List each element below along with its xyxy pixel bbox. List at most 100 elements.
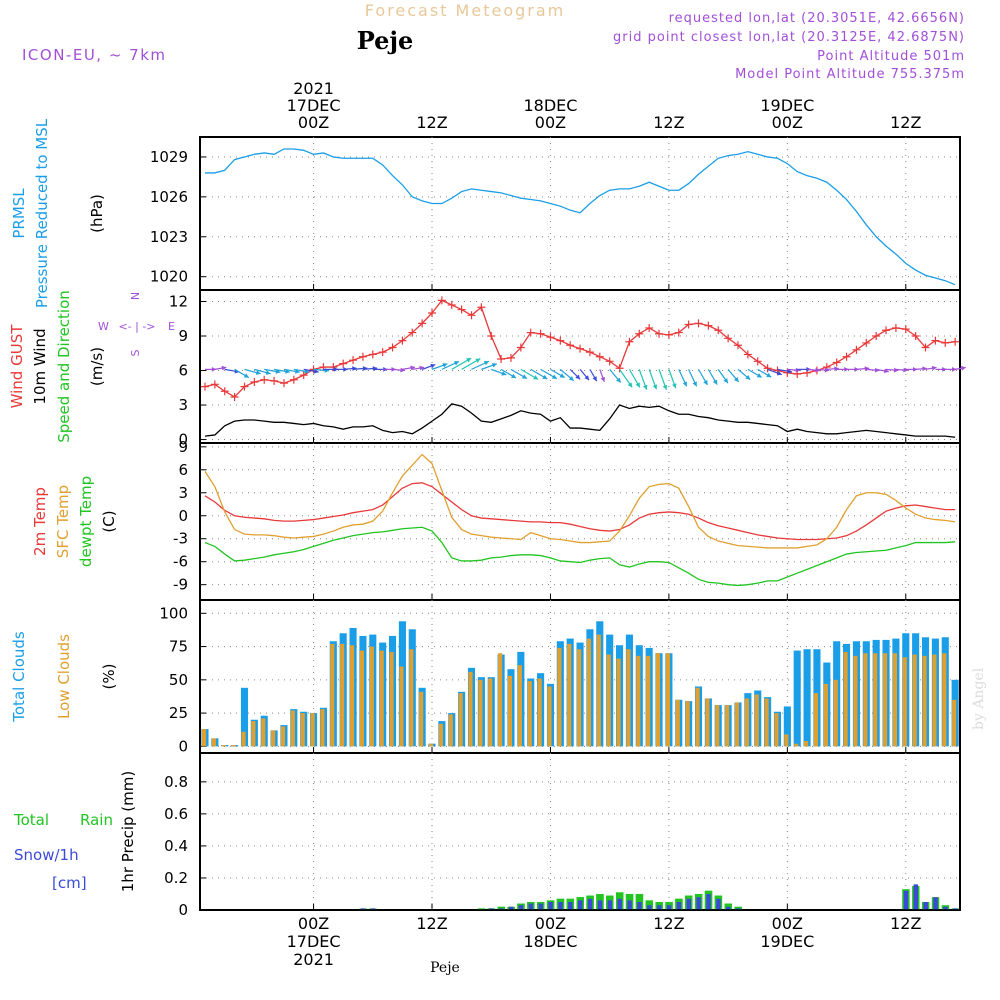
bar-low-clouds	[932, 654, 937, 747]
gust-point	[240, 382, 249, 391]
bar-snow-1h	[696, 897, 701, 910]
wind-arrow-head	[756, 373, 762, 378]
wind-arrow-head	[942, 366, 947, 372]
wind-arrow-head	[723, 378, 728, 384]
gust-point	[566, 341, 575, 350]
bar-low-clouds	[527, 681, 532, 747]
top-time-label: 12Z	[890, 113, 921, 132]
wind-arrow-head	[912, 366, 918, 372]
gust-point	[625, 337, 634, 346]
axis-label: (C)	[100, 510, 118, 532]
bar-low-clouds	[843, 651, 848, 747]
gust-point	[704, 321, 713, 330]
wind-arrow-head	[430, 363, 436, 369]
wind-arrow-head	[491, 363, 497, 368]
wind-arrow-head	[559, 373, 565, 378]
bar-low-clouds	[201, 729, 207, 747]
gust-point	[339, 359, 348, 368]
gust-point	[901, 325, 910, 334]
bar-low-clouds	[725, 705, 730, 747]
gust-point	[210, 380, 219, 389]
bar-low-clouds	[241, 731, 246, 747]
wind-arrow-head	[682, 381, 688, 387]
gust-point	[368, 350, 377, 359]
wind-arrow-head	[692, 381, 697, 387]
gust-point	[437, 296, 446, 305]
bar-low-clouds	[389, 651, 394, 747]
y-tick-label: 3	[178, 484, 188, 502]
bar-low-clouds	[419, 691, 424, 747]
bar-low-clouds	[892, 653, 897, 747]
top-time-label: 17DEC	[287, 96, 341, 115]
y-tick-label: 1020	[150, 268, 188, 286]
bar-low-clouds	[863, 653, 868, 747]
gust-point	[299, 371, 308, 380]
wind-arrow-head	[766, 372, 772, 378]
bar-low-clouds	[271, 730, 276, 747]
bar-low-clouds	[300, 713, 305, 747]
axis-label: 2m Temp	[31, 487, 49, 556]
bar-low-clouds	[655, 653, 661, 747]
wind-arrow-head	[466, 358, 472, 363]
bottom-time-label: 12Z	[416, 914, 447, 933]
bar-snow-1h	[617, 898, 622, 910]
y-tick-label: 25	[169, 704, 188, 722]
bar-low-clouds	[280, 726, 286, 747]
bar-snow-1h	[666, 905, 672, 910]
gust-point	[605, 357, 614, 366]
axis-label: Snow/1h	[14, 846, 79, 864]
gust-point	[891, 323, 900, 332]
gust-point	[576, 344, 585, 353]
gust-point	[635, 329, 644, 338]
bar-snow-1h	[923, 901, 928, 910]
top-time-label: 00Z	[298, 113, 329, 132]
bar-low-clouds	[754, 694, 759, 747]
gust-point	[941, 338, 950, 347]
gust-point	[270, 376, 279, 385]
gust-point	[289, 375, 298, 384]
bar-snow-1h	[933, 897, 938, 910]
compass-s: S	[129, 349, 142, 356]
wind-arrow-head	[584, 375, 590, 381]
gust-point	[585, 348, 594, 357]
bar-low-clouds	[448, 714, 453, 747]
bar-low-clouds	[873, 653, 878, 747]
wind-arrow-head	[824, 367, 830, 373]
bar-low-clouds	[685, 701, 690, 747]
wind-arrow-head	[627, 382, 633, 388]
gust-point	[684, 320, 693, 329]
y-tick-label: 0	[178, 737, 188, 755]
gust-point	[497, 355, 506, 364]
gust-point	[526, 328, 535, 337]
series-line-sfc-temp	[204, 453, 956, 549]
gust-point	[349, 356, 358, 365]
bar-low-clouds	[596, 634, 601, 747]
top-time-label: 12Z	[416, 113, 447, 132]
bar-low-clouds	[813, 693, 819, 747]
wind-arrow-head	[453, 361, 459, 366]
bar-low-clouds	[340, 643, 345, 747]
bar-snow-1h	[716, 898, 721, 910]
bar-snow-1h	[913, 884, 919, 910]
wind-arrow-head	[922, 366, 927, 372]
gust-point	[506, 353, 515, 362]
wind-arrow-head	[703, 379, 708, 385]
bar-low-clouds	[952, 699, 957, 747]
gust-point	[467, 311, 476, 320]
series-line-dewpt-temp	[204, 526, 956, 587]
axis-label: (%)	[100, 664, 118, 690]
top-time-label: 2021	[293, 79, 334, 98]
bar-snow-1h	[528, 903, 534, 910]
y-tick-label: 50	[169, 671, 188, 689]
wind-arrow-head	[652, 384, 658, 390]
grid-coords: grid point closest lon,lat (20.3125E, 42…	[613, 30, 965, 45]
compass-arrows: <- | ->	[118, 320, 155, 333]
bar-low-clouds	[912, 654, 917, 747]
gust-point	[388, 343, 397, 352]
bar-low-clouds	[557, 647, 562, 747]
bar-low-clouds	[330, 643, 335, 747]
bar-low-clouds	[734, 702, 740, 747]
model-label: ICON-EU, ~ 7km	[22, 46, 167, 64]
